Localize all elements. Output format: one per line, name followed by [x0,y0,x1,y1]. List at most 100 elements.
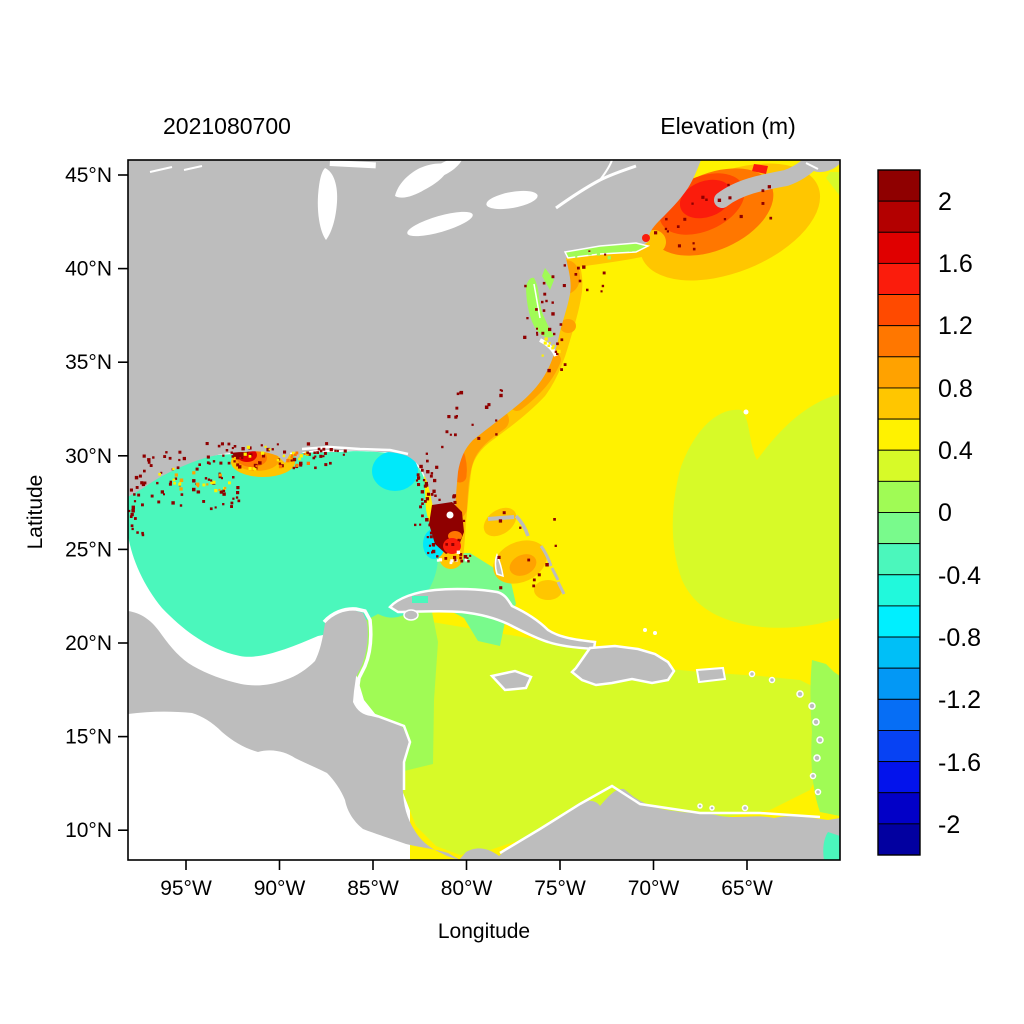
speckle-cell [236,486,240,490]
y-tick-15n: 15°N [65,726,112,749]
speckle-cell [617,246,621,249]
speckle-cell [283,450,287,454]
speckle-cell [429,531,433,535]
colorbar-cell [877,512,921,545]
colorbar-cell [877,605,921,638]
speckle-cell [701,195,705,199]
speckle-cell [286,459,290,462]
speckle-cell [536,327,538,330]
speckle-cell [417,483,421,487]
x-tick-85w: 85°W [347,877,399,900]
colorbar-cell [877,823,921,856]
speckle-cell [551,275,555,279]
speckle-cell [487,403,491,407]
land-central-south-america [128,610,840,860]
speckle-cell [143,469,146,473]
cbar-tick-n1p2: -1.2 [938,686,981,714]
speckle-cell [519,526,522,529]
speckle-cell [543,292,547,296]
speckle-cell [438,558,443,562]
speckle-cell [425,518,429,522]
speckle-cell [131,527,134,531]
speckle-cell [532,578,536,582]
y-tick-20n: 20°N [65,632,112,655]
speckle-cell [551,301,554,304]
canada-rivers [149,160,613,181]
colorbar-cell [877,574,921,607]
speckle-cell [259,458,263,462]
speckle-cell [541,331,545,335]
speckle-cell [454,559,457,562]
gulf-coast-white-fringe [301,445,409,456]
plot-frame [127,159,841,861]
cbar-tick-0p4: 0.4 [938,437,973,465]
speckle-cell [728,196,732,200]
speckle-cell [500,389,503,392]
speckle-cell [141,482,146,487]
speckle-cell [563,363,567,366]
speckle-cell [498,519,503,523]
speckle-cell [560,368,563,371]
speckle-cell [536,333,539,336]
colorbar-cell [877,169,921,202]
speckle-cell [527,558,531,562]
speckle-cell [329,461,332,465]
colorbar-cell [877,730,921,763]
colorbar-cell [877,480,921,513]
speckle-cell [454,433,457,437]
speckle-cell [232,497,235,500]
speckle-cell [329,448,333,452]
speckle-cell [604,253,607,256]
speckle-cell [562,284,566,288]
speckle-cell [209,507,213,511]
speckle-cell [597,249,601,252]
speckle-cell [241,447,245,451]
x-axis-tick-labels: 95°W 90°W 85°W 80°W 75°W 70°W 65°W [160,877,773,900]
speckle-cell [278,464,283,469]
speckle-cell [169,480,172,484]
speckle-cell [542,309,546,312]
speckle-cell [206,461,210,465]
speckle-cell [469,554,472,557]
speckle-cell [218,488,221,491]
speckle-cell [434,494,437,497]
speckle-cell [313,451,316,454]
lake-ontario [486,190,538,210]
speckle-cell [165,451,168,454]
speckle-cell [254,468,257,471]
speckle-cell [207,478,211,481]
speckle-cell [178,483,182,486]
chesapeake-channel [533,283,541,319]
speckle-cell [254,466,258,470]
water-minas-basin-red [752,164,768,174]
speckle-cell [306,451,310,455]
speckle-cell [415,479,419,482]
speckle-cell [129,488,133,492]
speckle-cell [557,349,561,354]
speckle-cell [460,559,464,563]
speckle-cell [292,457,297,462]
speckle-cell [432,544,435,547]
y-tick-45n: 45°N [65,164,112,187]
southern-bahama-bank [534,580,562,600]
speckle-cell [554,350,557,353]
speckle-cell [290,459,293,462]
speckle-cell [424,481,428,486]
speckle-cell [163,493,165,496]
speckle-cell [459,553,463,556]
speckle-cell [212,460,216,463]
speckle-cell [462,519,466,522]
speckle-cell [596,252,600,256]
speckle-cell [705,198,708,201]
speckle-cell [666,230,669,233]
y-axis-tick-labels: 45°N 40°N 35°N 30°N 25°N 20°N 15°N 10°N [65,164,112,842]
speckle-cell [198,463,201,466]
water-apalachee-cyan [372,451,418,491]
speckle-cell [174,477,178,480]
speckle-cell [419,523,422,526]
speckle-cell [206,455,210,459]
speckle-cell [230,501,234,505]
speckle-cell [420,498,424,501]
colorbar-cell [877,418,921,451]
buzzards-bay-red [642,234,650,242]
